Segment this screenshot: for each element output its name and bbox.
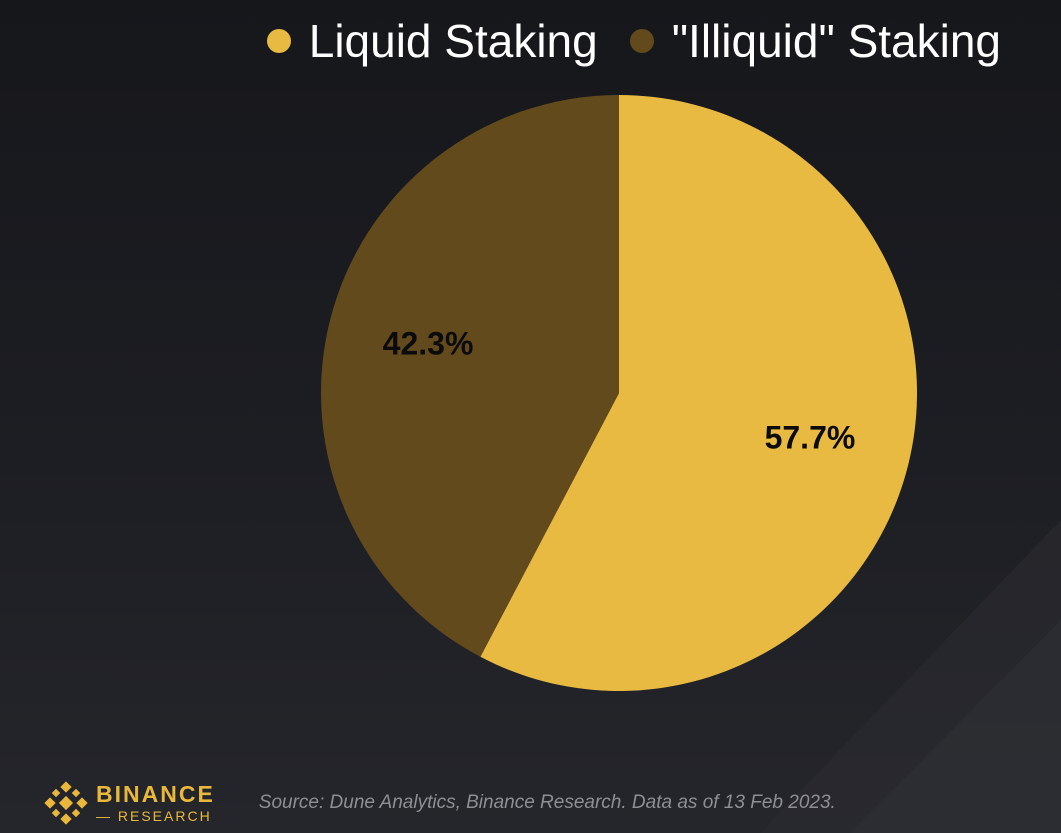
chart-legend: Liquid Staking "Illiquid" Staking [266, 12, 1001, 70]
pie-slice-label-1: 42.3% [383, 325, 474, 361]
pie-slice-0 [480, 95, 917, 691]
logo-text: BINANCE — RESEARCH [96, 781, 215, 824]
legend-item-liquid-staking: Liquid Staking [266, 12, 598, 70]
pie-slice-1 [320, 95, 619, 657]
legend-item-illiquid-staking: "Illiquid" Staking [629, 12, 1001, 70]
legend-label-liquid: Liquid Staking [308, 15, 598, 67]
source-note: Source: Dune Analytics, Binance Research… [258, 792, 836, 813]
brand-subtitle: — RESEARCH [96, 808, 212, 824]
legend-label-illiquid: "Illiquid" Staking [671, 15, 1001, 67]
brand-name: BINANCE [96, 781, 215, 807]
pie-slice-label-0: 57.7% [765, 420, 856, 456]
legend-marker-illiquid [629, 29, 654, 53]
legend-marker-liquid [266, 29, 291, 53]
binance-research-logo: BINANCE — RESEARCH [44, 781, 215, 825]
binance-diamond-logo-icon [44, 781, 88, 825]
footer: BINANCE — RESEARCH Source: Dune Analytic… [44, 781, 836, 825]
brand-sub-text: RESEARCH [117, 808, 212, 824]
